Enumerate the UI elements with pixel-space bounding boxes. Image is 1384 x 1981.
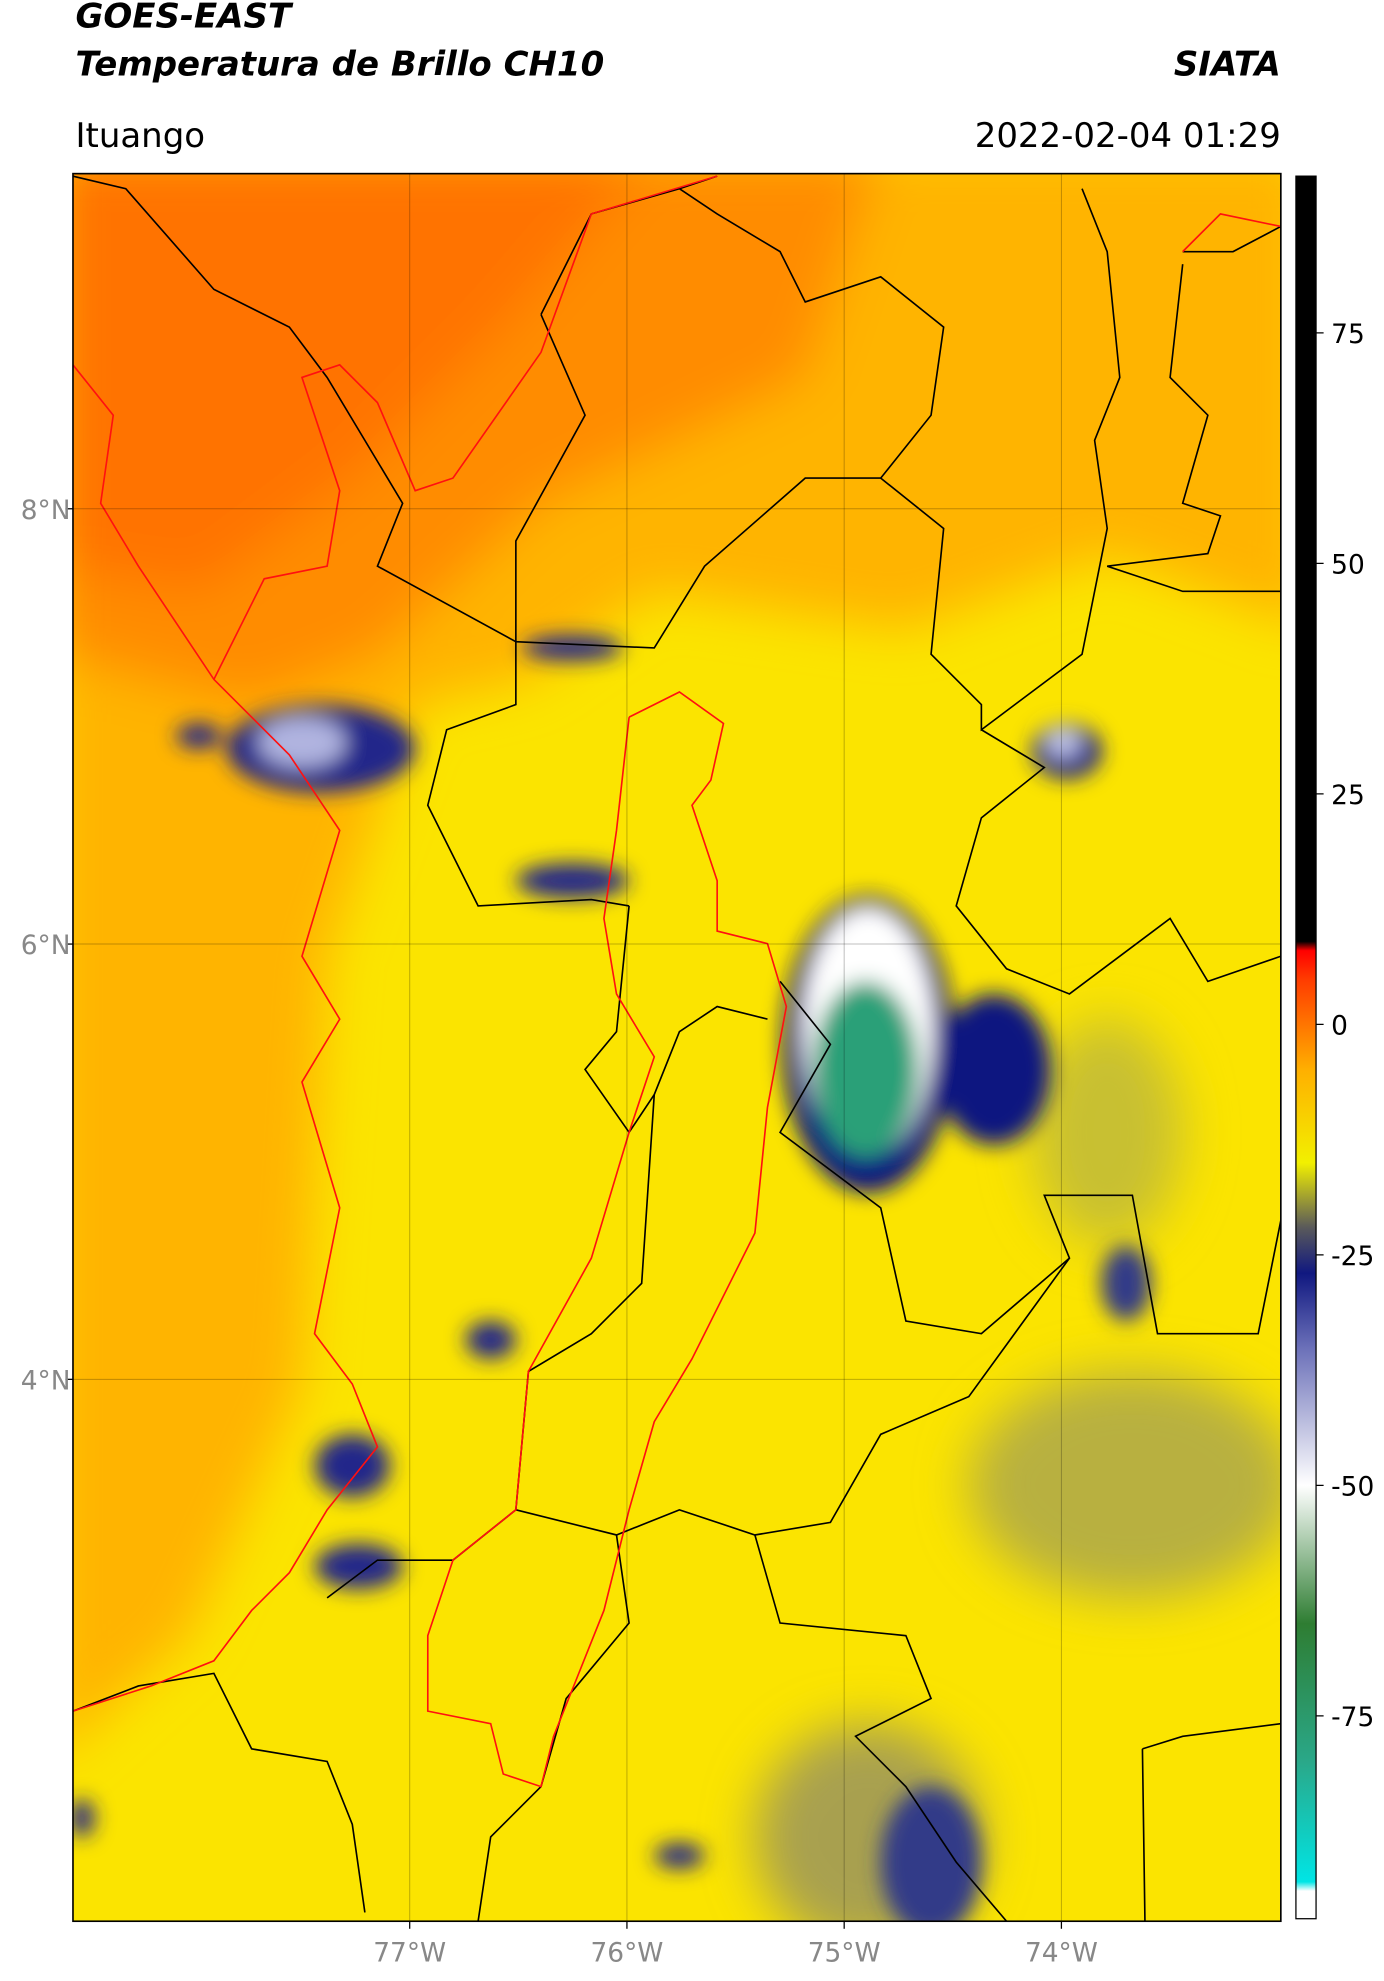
colorbar-label: 75: [1331, 319, 1365, 350]
satellite-image: [72, 173, 1281, 1922]
colorbar-label: -50: [1331, 1471, 1374, 1502]
lon-label: 74°W: [1025, 1937, 1098, 1968]
map-frame: [72, 172, 1282, 1923]
colorbar-label: 50: [1331, 549, 1365, 580]
region-borders: [72, 175, 1281, 1788]
timestamp: 2022-02-04 01:29: [975, 116, 1281, 156]
colorbar: 75 50 25 0 -25 -50 -75: [1295, 175, 1374, 1920]
title: GOES-EAST: [75, 0, 293, 37]
lat-label: 8°N: [21, 495, 71, 526]
colorbar-label: 25: [1331, 780, 1365, 811]
lat-label: 6°N: [21, 930, 71, 961]
lon-label: 75°W: [808, 1937, 881, 1968]
colorbar-label: 0: [1331, 1010, 1348, 1041]
colorbar-label: -25: [1331, 1241, 1374, 1272]
lon-label: 77°W: [373, 1937, 446, 1968]
political-borders: [72, 175, 1281, 1922]
colorbar-scale: [1295, 175, 1317, 1920]
subtitle: Temperatura de Brillo CH10: [75, 44, 604, 84]
lat-label: 4°N: [21, 1365, 71, 1396]
lon-label: 76°W: [590, 1937, 663, 1968]
graticule: 77°W 76°W 75°W 74°W 8°N 6°N 4°N: [21, 173, 1281, 1968]
brand: SIATA: [1174, 44, 1281, 84]
location: Ituango: [75, 116, 205, 156]
colorbar-label: -75: [1331, 1702, 1374, 1733]
